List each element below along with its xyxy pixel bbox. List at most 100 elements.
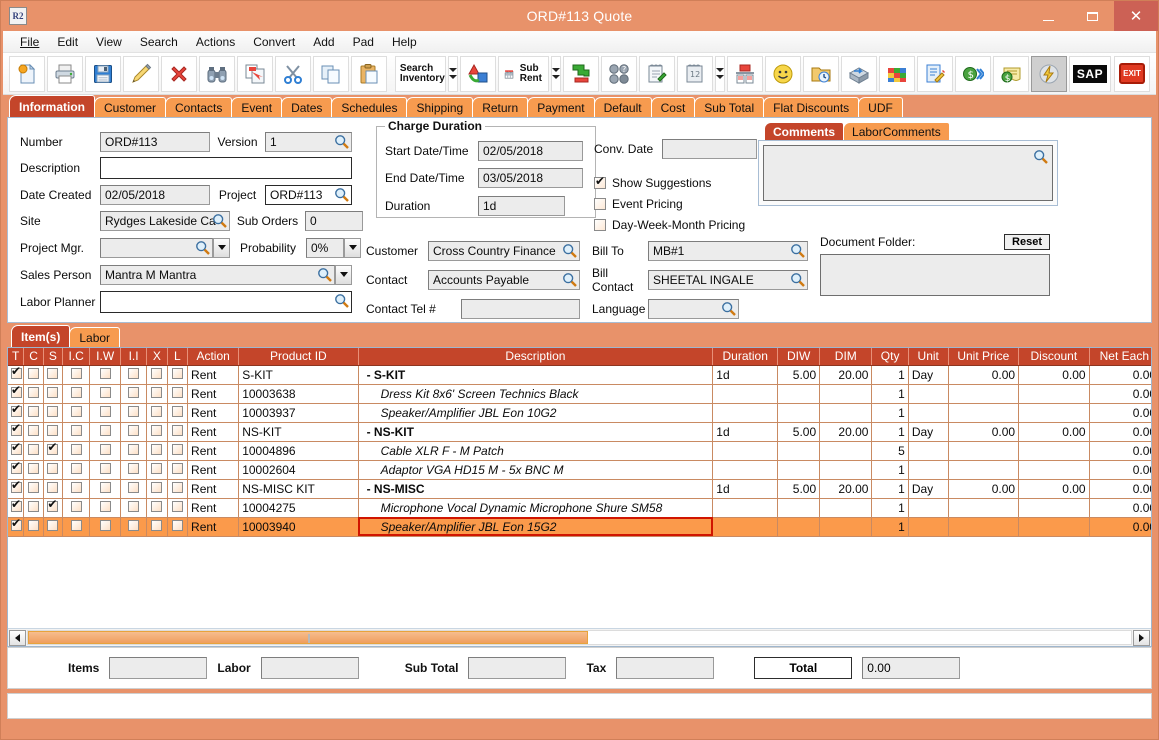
cell-unit[interactable] (908, 460, 949, 480)
cell-product[interactable]: 10004275 (238, 498, 359, 518)
cell-x[interactable] (146, 365, 168, 385)
row-checkbox-t[interactable] (11, 441, 22, 455)
cell-c[interactable] (23, 498, 44, 518)
cell-qty[interactable]: 1 (871, 460, 909, 480)
tax-field[interactable] (616, 657, 715, 679)
row-checkbox-c[interactable] (28, 519, 40, 531)
cell-t[interactable] (8, 460, 25, 480)
row-checkbox-l[interactable] (171, 405, 183, 417)
cell-l[interactable] (167, 365, 189, 385)
cell-dim[interactable]: 20.00 (819, 422, 873, 442)
tab-flat-discounts[interactable]: Flat Discounts (763, 97, 860, 117)
end-datetime-field[interactable]: 03/05/2018 (478, 168, 583, 188)
probability-field[interactable]: 0% (306, 237, 344, 258)
exit-button[interactable]: EXIT (1114, 55, 1150, 92)
row-checkbox-ii[interactable] (128, 386, 140, 398)
cell-diw[interactable] (777, 403, 821, 423)
cell-diw[interactable] (777, 498, 821, 518)
cell-product[interactable]: S-KIT (238, 365, 359, 385)
cut-button[interactable] (275, 55, 311, 92)
row-checkbox-s[interactable] (47, 424, 59, 436)
column-header-qty[interactable]: Qty (871, 348, 909, 366)
cell-l[interactable] (167, 384, 189, 404)
row-checkbox-iw[interactable] (99, 500, 111, 512)
column-header-unit[interactable]: Unit (908, 348, 949, 366)
cell-duration[interactable]: 1d (712, 365, 779, 385)
sub-rent-dropdown[interactable] (551, 55, 561, 92)
cell-t[interactable] (8, 517, 25, 537)
paste-button[interactable] (351, 55, 387, 92)
row-checkbox-t[interactable] (11, 498, 22, 512)
reset-button[interactable]: Reset (1004, 234, 1050, 250)
items-grid[interactable]: T C S I.C I.W I.I X L Action Product ID Descriptio… (7, 347, 1152, 647)
tab-items[interactable]: Item(s) (11, 325, 71, 347)
column-header-l[interactable]: L (167, 348, 189, 366)
customer-search-icon[interactable] (562, 243, 577, 258)
duration-field[interactable]: 1d (478, 195, 565, 216)
sales-person-dropdown[interactable] (335, 264, 352, 285)
contact-search-icon[interactable] (562, 272, 577, 287)
cell-price[interactable] (948, 517, 1020, 537)
cell-product[interactable]: 10003638 (238, 384, 359, 404)
row-checkbox-s[interactable] (47, 441, 59, 455)
row-checkbox-x[interactable] (151, 519, 163, 531)
row-checkbox-ic[interactable] (70, 500, 82, 512)
cell-discount[interactable] (1018, 441, 1090, 461)
cell-x[interactable] (146, 441, 168, 461)
notes-edit-button[interactable] (639, 55, 675, 92)
cell-dim[interactable]: 20.00 (819, 479, 873, 499)
row-checkbox-s[interactable] (47, 498, 59, 512)
cell-qty[interactable]: 1 (871, 384, 909, 404)
column-header-ii[interactable]: I.I (120, 348, 148, 366)
payment-fast-button[interactable]: $ (955, 55, 991, 92)
row-checkbox-ii[interactable] (128, 405, 140, 417)
cell-neteach[interactable]: 0.00 (1089, 441, 1151, 461)
row-checkbox-c[interactable] (28, 367, 40, 379)
cell-diw[interactable]: 5.00 (777, 479, 821, 499)
row-checkbox-ic[interactable] (70, 386, 82, 398)
row-checkbox-iw[interactable] (99, 367, 111, 379)
cell-dim[interactable] (819, 498, 873, 518)
cell-c[interactable] (23, 403, 44, 423)
row-checkbox-s[interactable] (47, 386, 59, 398)
tab-labor[interactable]: Labor (69, 327, 121, 347)
cell-ii[interactable] (120, 498, 148, 518)
cell-c[interactable] (23, 365, 44, 385)
copy-button[interactable] (313, 55, 349, 92)
crew-button[interactable]: ? (601, 55, 637, 92)
power-button[interactable] (1031, 55, 1067, 92)
day-week-month-pricing-checkbox[interactable] (594, 218, 606, 231)
site-field[interactable]: Rydges Lakeside Ca (100, 211, 230, 231)
scrollbar-thumb[interactable] (28, 631, 588, 644)
cell-iw[interactable] (89, 498, 121, 518)
column-header-dim[interactable]: DIM (819, 348, 873, 366)
cell-iw[interactable] (89, 441, 121, 461)
cell-c[interactable] (23, 384, 44, 404)
add-item-button[interactable] (563, 55, 599, 92)
tab-shipping[interactable]: Shipping (406, 97, 474, 117)
cell-qty[interactable]: 1 (871, 517, 909, 537)
cell-desc[interactable]: Speaker/Amplifier JBL Eon 10G2 (358, 403, 714, 423)
cell-duration[interactable]: 1d (712, 479, 779, 499)
cell-diw[interactable]: 5.00 (777, 422, 821, 442)
row-checkbox-ic[interactable] (70, 405, 82, 417)
show-suggestions-row[interactable]: Show Suggestions (594, 172, 764, 193)
bill-contact-search-icon[interactable] (790, 272, 805, 287)
cell-neteach[interactable]: 0.00 (1089, 498, 1151, 518)
row-checkbox-iw[interactable] (99, 405, 111, 417)
column-header-ic[interactable]: I.C (62, 348, 91, 366)
cell-price[interactable] (948, 403, 1020, 423)
number-field[interactable]: ORD#113 (100, 132, 210, 152)
row-checkbox-ii[interactable] (128, 481, 140, 493)
row-checkbox-ic[interactable] (70, 519, 82, 531)
cell-duration[interactable] (712, 498, 779, 518)
cell-t[interactable] (8, 498, 25, 518)
row-checkbox-x[interactable] (151, 405, 163, 417)
sales-person-field[interactable]: Mantra M Mantra (100, 264, 335, 285)
cell-neteach[interactable]: 0.00 (1089, 422, 1151, 442)
row-checkbox-iw[interactable] (99, 481, 111, 493)
row-checkbox-t[interactable] (11, 384, 22, 398)
cell-x[interactable] (146, 517, 168, 537)
